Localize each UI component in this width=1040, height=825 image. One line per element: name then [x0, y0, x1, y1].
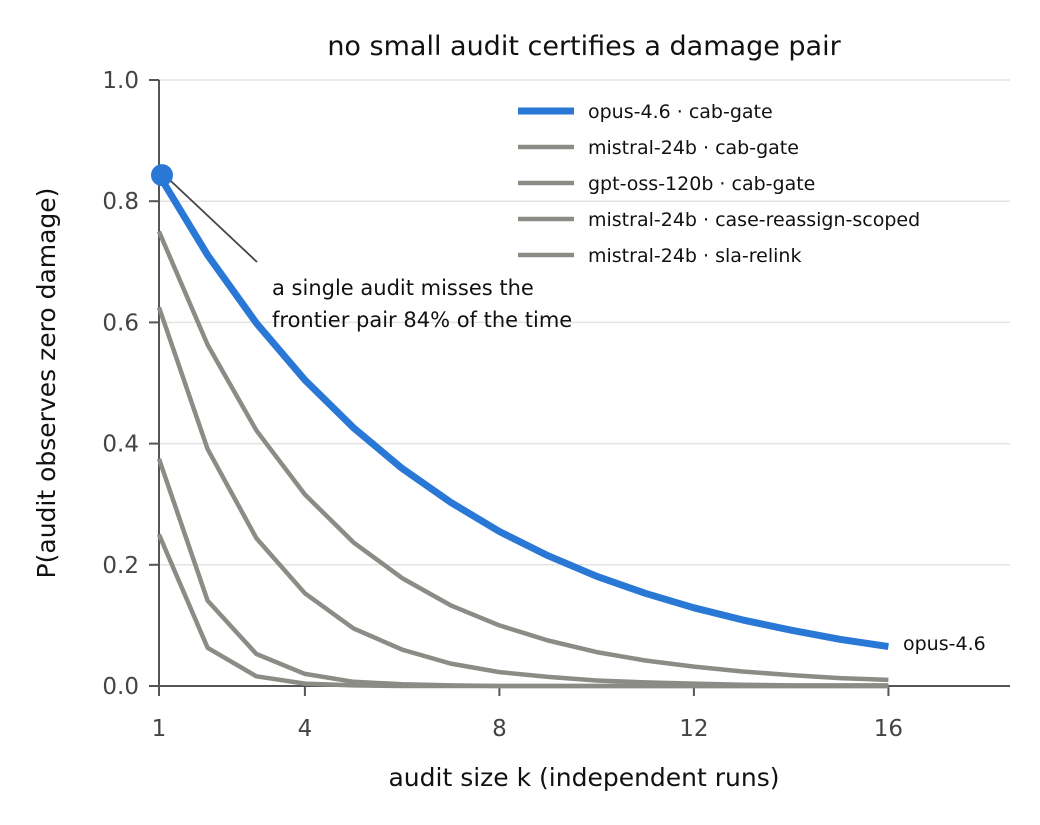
end-label-opus: opus-4.6: [903, 633, 986, 655]
x-ticks: 1 4 8 12 16: [152, 686, 903, 742]
y-tick-label: 0.8: [102, 189, 139, 215]
legend-entry-2: gpt-oss-120b · cab-gate: [588, 173, 815, 195]
y-tick-label: 0.4: [102, 432, 139, 458]
y-axis-label: P(audit observes zero damage): [32, 188, 61, 579]
x-tick-label: 4: [298, 716, 313, 742]
legend-entry-3: mistral-24b · case-reassign-scoped: [588, 209, 920, 231]
annotation-leader-line: [170, 180, 258, 263]
series-line-0: [156, 173, 889, 651]
series-lines: [151, 164, 889, 689]
y-tick-label: 0.6: [102, 310, 139, 336]
highlight-point: [151, 164, 173, 187]
gridlines: [159, 79, 1010, 566]
chart-title: no small audit certifies a damage pair: [327, 31, 841, 62]
series-line-1: [156, 230, 889, 683]
annotation-text: a single audit misses the frontier pair …: [272, 276, 572, 332]
y-tick-label: 0.2: [102, 553, 139, 579]
annotation-line-1: a single audit misses the: [272, 276, 534, 300]
x-tick-label: 16: [874, 716, 903, 742]
legend-entry-0: opus-4.6 · cab-gate: [588, 101, 773, 123]
y-tick-label: 0.0: [102, 674, 139, 700]
legend-entry-1: mistral-24b · cab-gate: [588, 137, 799, 159]
legend: opus-4.6 · cab-gate mistral-24b · cab-gat…: [518, 101, 920, 267]
x-tick-label: 1: [152, 716, 167, 742]
series-line-3: [156, 458, 889, 689]
annotation-line-2: frontier pair 84% of the time: [272, 308, 572, 332]
annotation: a single audit misses the frontier pair …: [170, 180, 572, 332]
x-tick-label: 12: [679, 716, 708, 742]
legend-entry-4: mistral-24b · sla-relink: [588, 245, 801, 267]
y-ticks: 0.0 0.2 0.4 0.6 0.8 1.0: [102, 68, 159, 700]
x-tick-label: 8: [492, 716, 507, 742]
axes: [158, 80, 1010, 687]
series-line-4: [156, 533, 889, 689]
x-axis-label: audit size k (independent runs): [388, 763, 779, 792]
y-tick-label: 1.0: [102, 68, 139, 94]
